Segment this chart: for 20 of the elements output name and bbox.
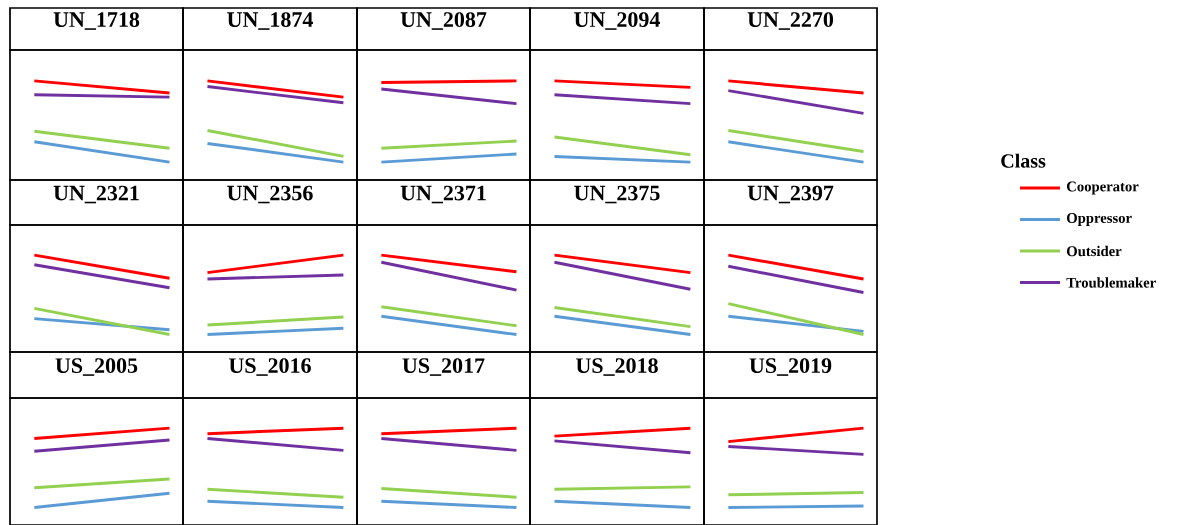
legend-label: Troublemaker (1066, 277, 1156, 288)
chart-title: US_2017 (402, 358, 485, 376)
chart-title: UN_2371 (400, 185, 486, 204)
chart-title: UN_1718 (53, 12, 140, 30)
chart-title: UN_2375 (574, 185, 660, 204)
chart-title: UN_2094 (574, 12, 660, 30)
chart-title: UN_2270 (747, 12, 834, 30)
legend-title: Class (1001, 153, 1046, 168)
legend-label: Cooperator (1066, 181, 1139, 195)
chart-title: US_2018 (575, 358, 658, 376)
chart-title: US_2019 (749, 358, 832, 376)
chart-title: UN_1874 (227, 12, 313, 30)
chart-title: UN_2356 (227, 185, 313, 204)
chart-title: US_2005 (55, 358, 138, 376)
legend-label: Outsider (1066, 245, 1122, 257)
chart-title: UN_2397 (747, 185, 834, 204)
chart-title: US_2016 (228, 358, 311, 376)
chart-title: UN_2321 (53, 185, 139, 204)
chart-title: UN_2087 (400, 12, 487, 30)
legend-label: Oppressor (1066, 213, 1132, 226)
